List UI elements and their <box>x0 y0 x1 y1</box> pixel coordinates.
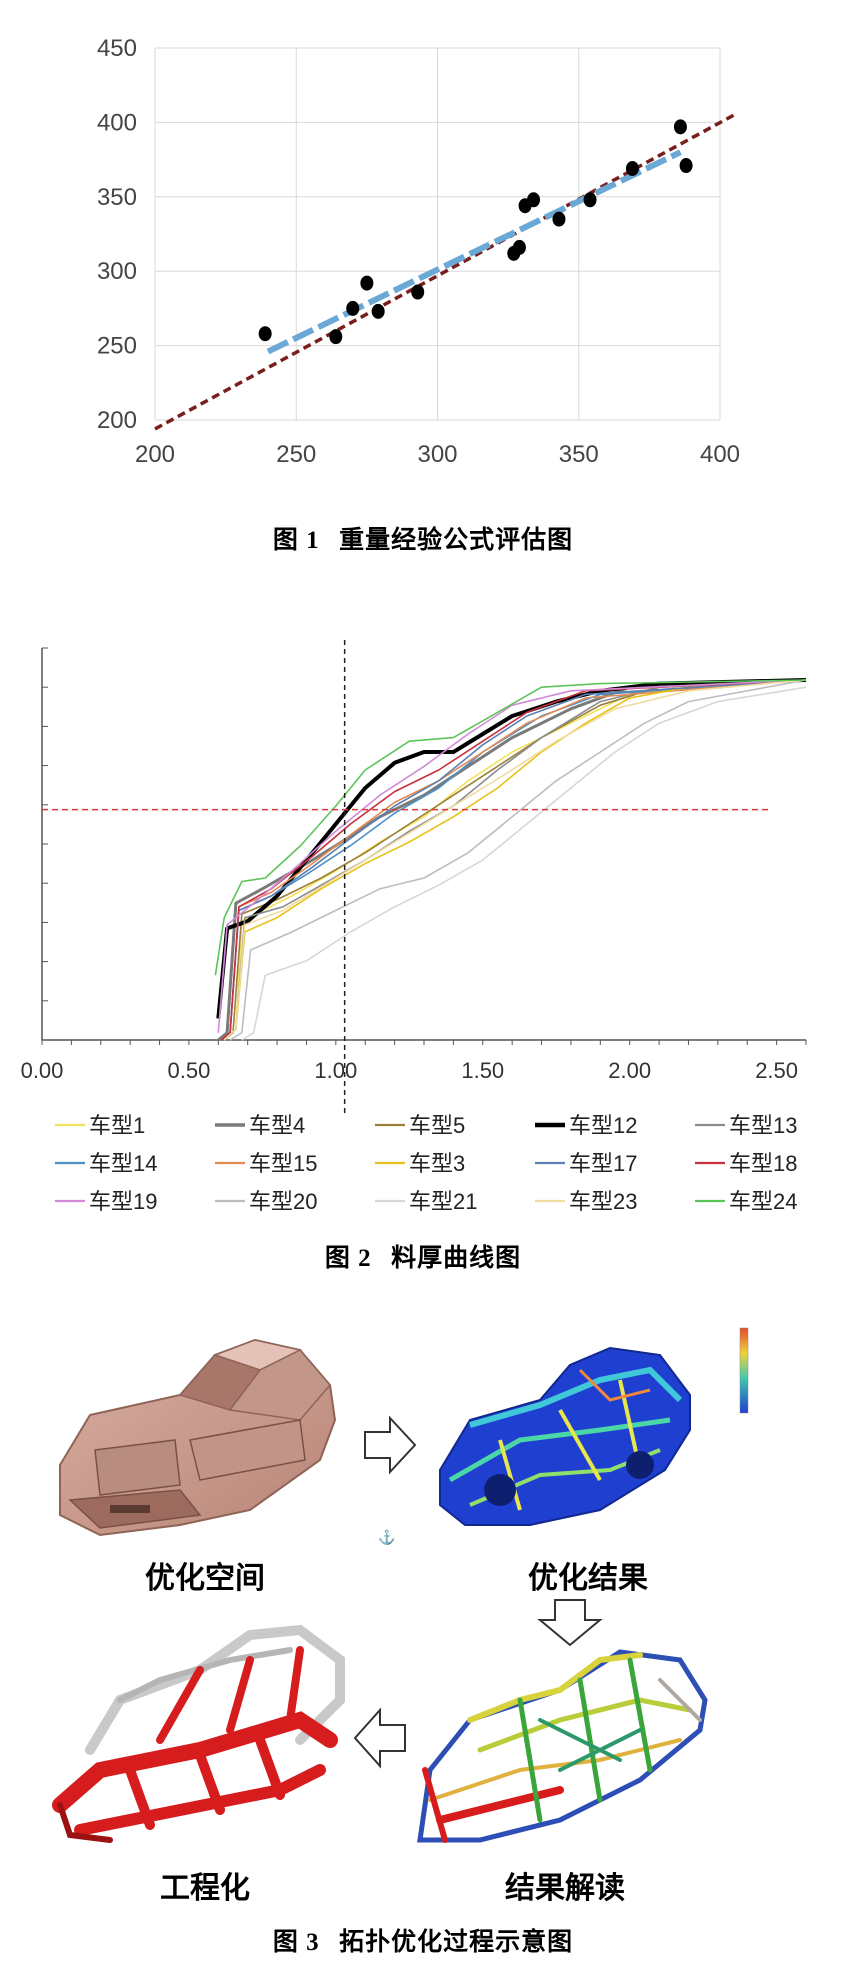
color-legend-bar <box>739 1327 749 1414</box>
figure2-caption: 图 2 料厚曲线图 <box>0 1238 846 1274</box>
x-tick-label: 1.00 <box>314 1058 357 1083</box>
figure3-diagram: ⚓ 优化空间 优化结果 <box>52 1327 749 1906</box>
data-point <box>625 161 639 177</box>
y-tick-label: 300 <box>97 258 137 285</box>
legend-label: 车型18 <box>729 1151 797 1176</box>
legend-label: 车型12 <box>569 1113 637 1138</box>
figure2-caption-text: 料厚曲线图 <box>391 1243 522 1272</box>
figure2-line-chart: 0.00 0.50 1.00 1.50 2.00 2.50 <box>21 640 807 1115</box>
figure3-caption-text: 拓扑优化过程示意图 <box>339 1927 574 1956</box>
figure2: 0.00 0.50 1.00 1.50 2.00 2.50 车型1 车型4 车型5 车型12 车型… <box>0 620 846 1300</box>
figure3-caption-number: 图 3 <box>272 1929 320 1956</box>
series-line <box>223 679 807 1041</box>
x-tick-label: 0.00 <box>21 1058 64 1083</box>
figure2-tick-labels: 0.00 0.50 1.00 1.50 2.00 2.50 <box>21 1058 798 1083</box>
figure1-trend-lines <box>154 113 735 431</box>
y-tick-label: 250 <box>97 333 137 360</box>
small-anchor-icon: ⚓ <box>378 1529 395 1546</box>
x-tick-label: 0.50 <box>168 1058 211 1083</box>
svg-text:⚓: ⚓ <box>378 1529 395 1546</box>
x-tick-label: 350 <box>559 441 599 468</box>
figure2-axes <box>41 647 807 1045</box>
data-point <box>411 284 425 300</box>
legend-label: 车型13 <box>729 1113 797 1138</box>
figure3-caption: 图 3 拓扑优化过程示意图 <box>0 1922 846 1958</box>
series-line <box>216 678 807 1019</box>
figure1-caption-text: 重量经验公式评估图 <box>339 525 574 554</box>
series-line <box>223 679 807 1041</box>
data-point <box>679 158 693 174</box>
figure1-scatter-chart: 200 250 300 350 400 200 250 300 350 400 450 <box>97 35 740 468</box>
arrow-down-icon <box>537 1599 603 1647</box>
data-point <box>552 211 566 227</box>
series-line <box>223 679 807 1041</box>
y-tick-label: 450 <box>97 35 137 62</box>
legend-label: 车型21 <box>409 1189 477 1214</box>
figure1-tick-labels: 200 250 300 350 400 200 250 300 350 400 450 <box>97 35 740 468</box>
legend-label: 车型15 <box>249 1151 317 1176</box>
figure1: 200 250 300 350 400 200 250 300 350 400 450 图 1 重量… <box>0 0 846 580</box>
stage-label-engineering: 工程化 <box>160 1871 250 1906</box>
car-body-optimization-space <box>59 1338 337 1537</box>
y-tick-label: 400 <box>97 109 137 136</box>
stage-label-optimization-space: 优化空间 <box>145 1561 265 1596</box>
legend-label: 车型17 <box>569 1151 637 1176</box>
legend-label: 车型20 <box>249 1189 317 1214</box>
data-point <box>329 329 343 345</box>
arrow-left-icon <box>353 1707 406 1769</box>
trend-line-main <box>154 113 735 431</box>
series-line <box>220 679 807 1041</box>
stage-label-result-interpretation: 结果解读 <box>505 1871 625 1906</box>
data-point <box>527 192 541 208</box>
x-tick-label: 300 <box>417 441 457 468</box>
figure2-series <box>214 678 807 1042</box>
series-line <box>223 679 807 1041</box>
figure1-caption-number: 图 1 <box>272 527 320 554</box>
data-point <box>346 300 360 316</box>
legend-label: 车型4 <box>249 1113 305 1138</box>
data-point <box>673 119 687 135</box>
legend-label: 车型1 <box>89 1113 145 1138</box>
series-line <box>217 679 807 1033</box>
legend-label: 车型23 <box>569 1189 637 1214</box>
arrow-right-icon <box>364 1415 417 1475</box>
figure1-points <box>258 119 693 345</box>
figure2-caption-number: 图 2 <box>324 1245 372 1272</box>
legend-label: 车型24 <box>729 1189 797 1214</box>
car-body-optimization-result <box>439 1346 691 1526</box>
legend-label: 车型3 <box>409 1151 465 1176</box>
data-point <box>583 192 597 208</box>
series-line <box>241 686 807 1041</box>
figure1-caption: 图 1 重量经验公式评估图 <box>0 520 846 556</box>
x-tick-label: 1.50 <box>461 1058 504 1083</box>
figure2-legend: 车型1 车型4 车型5 车型12 车型13 车型14 车型15 车型3 车型17 车型18 车型19… <box>55 1113 797 1214</box>
x-tick-label: 2.00 <box>608 1058 651 1083</box>
figure1-grid <box>154 47 721 421</box>
data-point <box>258 326 272 342</box>
car-frame-engineered <box>52 1624 345 1843</box>
x-tick-label: 250 <box>276 441 316 468</box>
x-tick-label: 200 <box>135 441 175 468</box>
data-point <box>512 239 526 255</box>
figure2-reference-lines <box>42 640 772 1115</box>
y-tick-label: 200 <box>97 407 137 434</box>
x-tick-label: 2.50 <box>755 1058 798 1083</box>
y-tick-label: 350 <box>97 184 137 211</box>
figure3: ⚓ 优化空间 优化结果 <box>0 1300 846 1968</box>
legend-label: 车型19 <box>89 1189 157 1214</box>
trend-line-fit <box>266 149 682 355</box>
series-line <box>214 679 807 976</box>
series-line <box>229 679 807 1041</box>
data-point <box>371 303 385 319</box>
car-frame-interpretation <box>417 1649 708 1843</box>
data-point <box>360 275 374 291</box>
x-tick-label: 400 <box>700 441 740 468</box>
legend-label: 车型5 <box>409 1113 465 1138</box>
stage-label-optimization-result: 优化结果 <box>528 1561 648 1596</box>
legend-label: 车型14 <box>89 1151 157 1176</box>
